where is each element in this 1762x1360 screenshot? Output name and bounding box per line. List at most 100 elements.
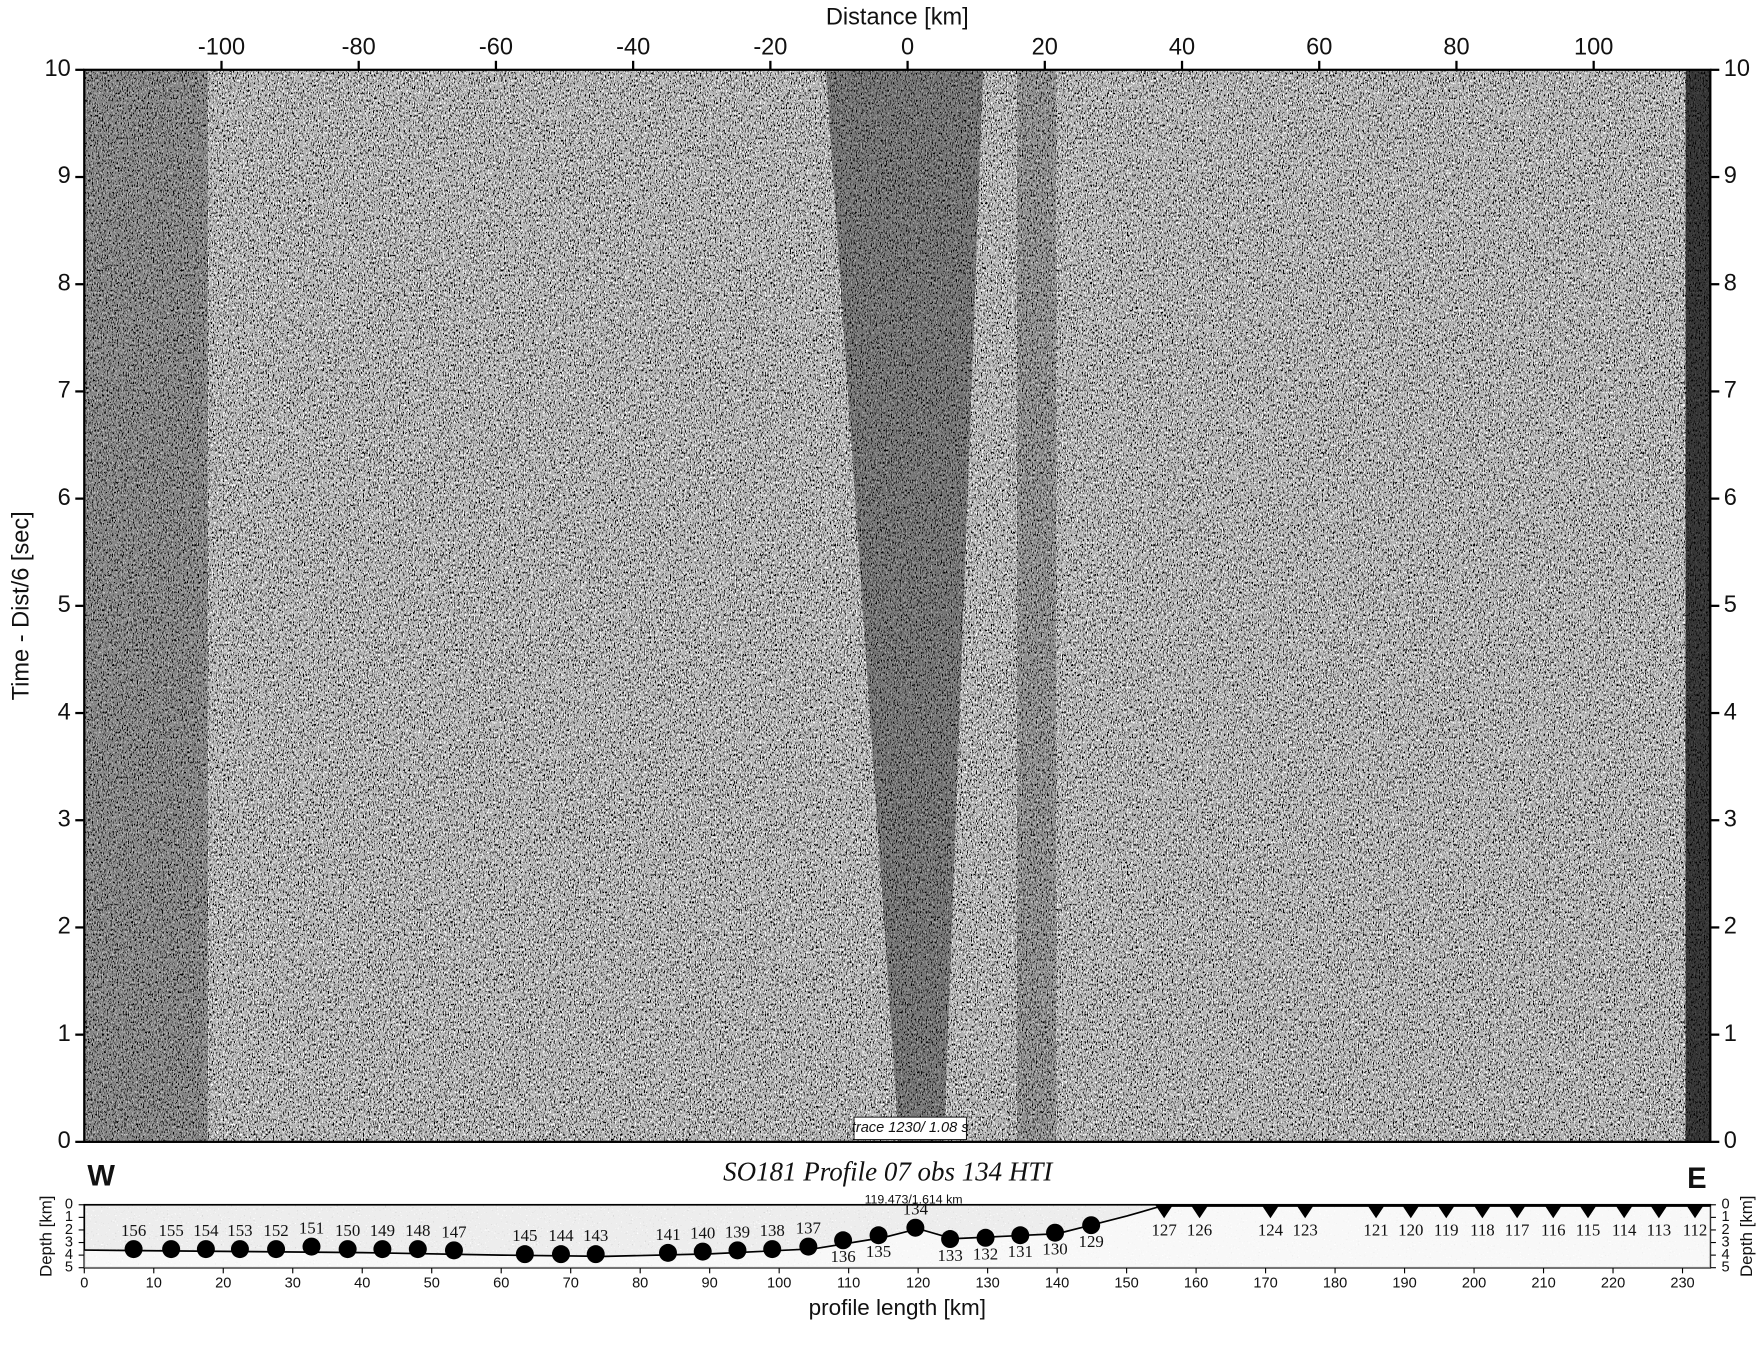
obs-station — [869, 1226, 888, 1245]
x-tick-label: 210 — [1531, 1275, 1555, 1291]
annotation-box — [853, 1116, 967, 1141]
station-label: 131 — [1008, 1242, 1033, 1261]
station-label: 140 — [690, 1224, 715, 1243]
y-tick-label: 4 — [58, 698, 71, 724]
station-label: 117 — [1505, 1221, 1530, 1240]
dark-band — [84, 69, 208, 1142]
station-label: 147 — [441, 1222, 466, 1241]
station-label: 156 — [121, 1221, 146, 1240]
x-tick-label: 50 — [424, 1275, 440, 1291]
y-tick-label: 5 — [58, 591, 71, 617]
obs-station — [728, 1241, 747, 1260]
station-label: 113 — [1647, 1221, 1672, 1240]
station-label: 112 — [1683, 1221, 1708, 1240]
x-tick-label: 220 — [1601, 1275, 1625, 1291]
obs-station — [302, 1237, 321, 1256]
x-tick-label: 90 — [702, 1275, 718, 1291]
y-tick-label-right: 5 — [1724, 591, 1737, 617]
station-label: 149 — [370, 1221, 395, 1240]
obs-station — [586, 1245, 605, 1264]
x-tick-label: 190 — [1392, 1275, 1416, 1291]
dark-band — [1016, 69, 1057, 1142]
obh-station — [1190, 1204, 1209, 1219]
obs-station — [658, 1243, 677, 1262]
y-tick-label-right: 7 — [1724, 377, 1737, 403]
x-tick-label: 40 — [1169, 34, 1195, 60]
obs-station — [551, 1245, 570, 1264]
station-label: 127 — [1151, 1221, 1176, 1240]
seismic-section — [83, 68, 1712, 1143]
x-tick-label: -60 — [479, 34, 513, 60]
y-tick-label-right: 3 — [1722, 1234, 1730, 1250]
x-tick-label: 80 — [1443, 34, 1469, 60]
x-tick-label: 230 — [1670, 1275, 1694, 1291]
y-tick-label: 2 — [65, 1222, 73, 1238]
y-tick-label: 2 — [58, 913, 71, 939]
obh-station — [1686, 1204, 1705, 1219]
y-tick-label-right: 4 — [1722, 1247, 1730, 1263]
x-tick-label: 30 — [285, 1275, 301, 1291]
obh-station — [1473, 1204, 1492, 1219]
y-tick-label: 1 — [58, 1020, 71, 1046]
x-tick-label: 200 — [1462, 1275, 1486, 1291]
obh-station — [1544, 1204, 1563, 1219]
obh-station — [1401, 1204, 1420, 1219]
station-label: 121 — [1363, 1221, 1388, 1240]
annotation: 119.473/1.614 km — [865, 1193, 963, 1207]
y-tick-label: 10 — [45, 55, 71, 81]
x-tick-label: 60 — [1306, 34, 1332, 60]
x-tick-label: 20 — [1032, 34, 1058, 60]
obs-station — [124, 1240, 143, 1259]
obh-station — [1155, 1204, 1174, 1219]
obh-station — [1261, 1204, 1280, 1219]
obs-station — [444, 1241, 463, 1260]
station-label: 129 — [1079, 1232, 1104, 1251]
y-tick-label-right: 3 — [1724, 805, 1737, 831]
y-tick-label: 6 — [58, 484, 71, 510]
station-label: 116 — [1541, 1221, 1566, 1240]
station-label: 138 — [760, 1221, 785, 1240]
x-tick-label: -100 — [198, 34, 245, 60]
x-tick-label: 70 — [563, 1275, 579, 1291]
station-label: 132 — [973, 1245, 998, 1264]
station-label: 155 — [159, 1221, 184, 1240]
x-tick-label: 100 — [767, 1275, 791, 1291]
y-tick-label-right: 1 — [1722, 1209, 1730, 1225]
obh-station — [1437, 1204, 1456, 1219]
x-tick-label: 140 — [1045, 1275, 1069, 1291]
station-label: 151 — [299, 1219, 324, 1238]
seismic-texture — [84, 69, 1711, 1142]
station-label: 115 — [1576, 1221, 1601, 1240]
y-tick-label-right: 9 — [1724, 162, 1737, 188]
x-tick-label: 130 — [975, 1275, 999, 1291]
obs-station — [1046, 1223, 1065, 1242]
y-axis-title: Depth [km] — [37, 1196, 56, 1277]
y-tick-label: 3 — [65, 1234, 73, 1250]
x-tick-label: 110 — [837, 1275, 860, 1291]
y-tick-label: 4 — [65, 1247, 73, 1263]
station-label: 139 — [725, 1222, 750, 1241]
station-label: 150 — [335, 1221, 360, 1240]
y-tick-label: 1 — [65, 1209, 73, 1225]
obh-station — [1579, 1204, 1597, 1219]
y-tick-label-right: 8 — [1724, 269, 1737, 295]
station-label: 143 — [583, 1226, 608, 1245]
station-label: 136 — [830, 1247, 855, 1266]
y-tick-label-right: 0 — [1724, 1127, 1737, 1153]
station-label: 118 — [1470, 1221, 1495, 1240]
x-tick-label: 150 — [1114, 1275, 1138, 1291]
x-axis-title: Distance [km] — [826, 3, 969, 29]
station-label: 120 — [1398, 1221, 1423, 1240]
obs-station — [162, 1240, 181, 1259]
x-tick-label: 10 — [146, 1275, 162, 1291]
obs-station — [373, 1240, 392, 1259]
x-tick-label: 160 — [1184, 1275, 1208, 1291]
y-tick-label: 3 — [58, 805, 71, 831]
obs-station — [408, 1240, 427, 1259]
station-label: 123 — [1293, 1221, 1318, 1240]
station-label: 141 — [655, 1225, 680, 1244]
obh-station — [1508, 1204, 1527, 1219]
x-tick-label: 0 — [901, 34, 914, 60]
